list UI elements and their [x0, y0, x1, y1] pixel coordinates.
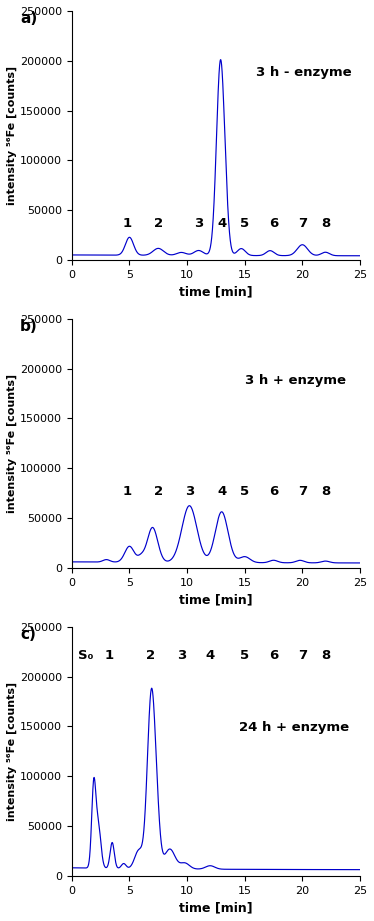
Text: 3: 3: [185, 485, 194, 498]
X-axis label: time [min]: time [min]: [179, 901, 253, 914]
Text: 8: 8: [321, 648, 330, 661]
Text: 7: 7: [298, 217, 307, 230]
Text: 5: 5: [240, 485, 249, 498]
Text: 6: 6: [269, 648, 278, 661]
Text: 3 h - enzyme: 3 h - enzyme: [256, 65, 352, 78]
Y-axis label: intensity ⁵⁶Fe [counts]: intensity ⁵⁶Fe [counts]: [7, 682, 17, 821]
Text: 1: 1: [123, 217, 132, 230]
Text: 5: 5: [240, 217, 249, 230]
Y-axis label: intensity ⁵⁶Fe [counts]: intensity ⁵⁶Fe [counts]: [7, 374, 17, 513]
Text: 7: 7: [298, 485, 307, 498]
Text: 7: 7: [298, 648, 307, 661]
Text: 1: 1: [123, 485, 132, 498]
Text: a): a): [20, 11, 37, 26]
Text: 4: 4: [217, 485, 226, 498]
Text: 6: 6: [269, 217, 278, 230]
Text: 3: 3: [177, 648, 186, 661]
Text: 3 h + enzyme: 3 h + enzyme: [245, 374, 346, 387]
Text: 1: 1: [104, 648, 113, 661]
Text: 2: 2: [154, 217, 163, 230]
Text: 4: 4: [206, 648, 215, 661]
Text: S₀: S₀: [78, 648, 94, 661]
X-axis label: time [min]: time [min]: [179, 286, 253, 298]
Text: 8: 8: [321, 485, 330, 498]
Text: 2: 2: [154, 485, 163, 498]
Y-axis label: intensity ⁵⁶Fe [counts]: intensity ⁵⁶Fe [counts]: [7, 66, 17, 205]
Text: 6: 6: [269, 485, 278, 498]
Text: 4: 4: [217, 217, 226, 230]
Text: b): b): [20, 319, 38, 334]
Text: 5: 5: [240, 648, 249, 661]
Text: c): c): [20, 627, 36, 642]
Text: 2: 2: [145, 648, 155, 661]
Text: 24 h + enzyme: 24 h + enzyme: [239, 721, 349, 734]
Text: 3: 3: [194, 217, 203, 230]
Text: 8: 8: [321, 217, 330, 230]
X-axis label: time [min]: time [min]: [179, 593, 253, 606]
